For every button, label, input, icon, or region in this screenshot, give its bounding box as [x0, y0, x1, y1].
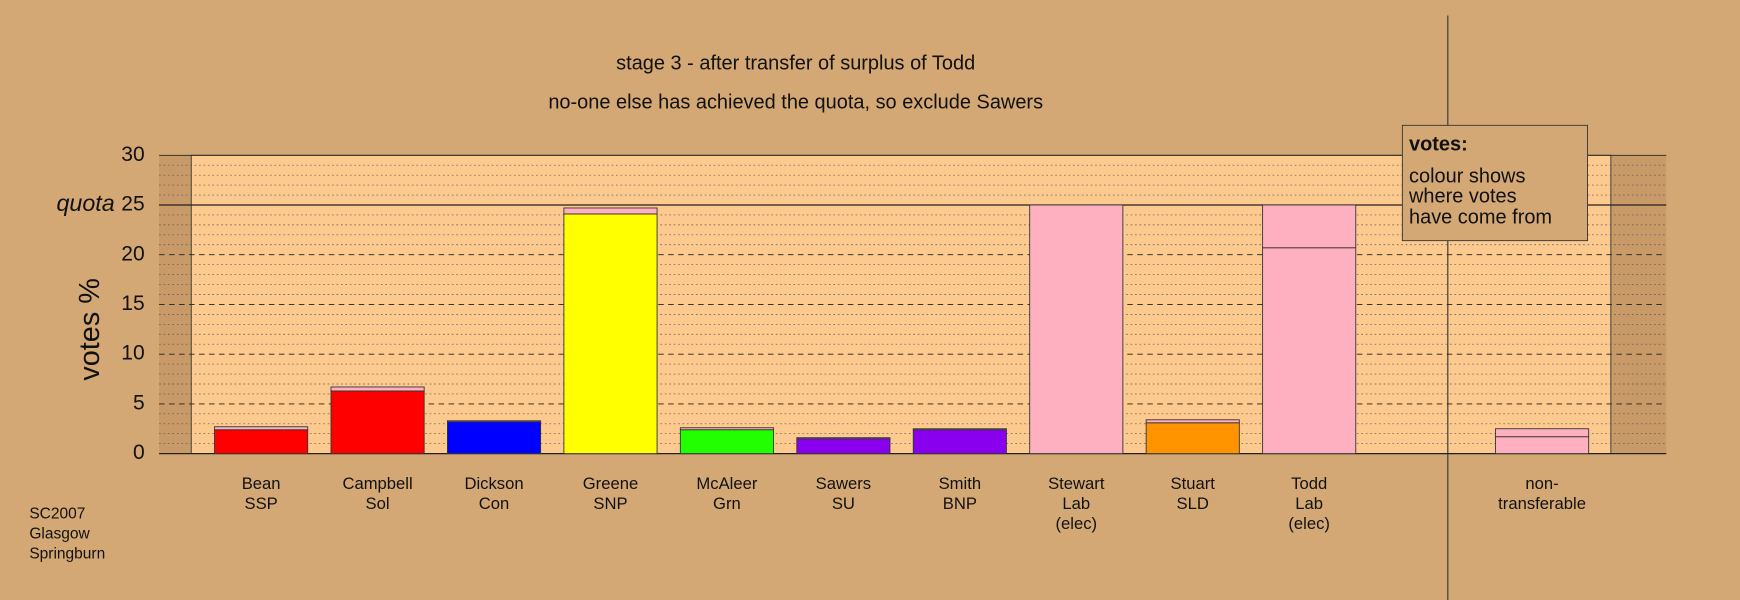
bar-segment	[330, 386, 425, 392]
bar-segment	[563, 213, 658, 455]
y-tick-label: 5	[133, 391, 145, 414]
chart-title: stage 3 - after transfer of surplus of T…	[616, 53, 975, 75]
x-tick-label: SU	[832, 494, 855, 513]
x-tick-label: Lab	[1295, 494, 1323, 513]
bar-segment	[563, 207, 658, 215]
bars	[214, 204, 1590, 455]
bar-segment	[1029, 204, 1124, 455]
x-tick-label: Smith	[939, 474, 981, 493]
bar-segment	[1262, 204, 1357, 249]
y-tick-label: 10	[121, 342, 144, 365]
y-tick-label: 0	[133, 441, 145, 464]
legend-title: votes:	[1409, 134, 1468, 156]
x-tick-label: Campbell	[342, 474, 412, 493]
bar-segment	[679, 427, 774, 431]
x-tick-label: Sol	[366, 494, 390, 513]
bar-segment	[1495, 436, 1590, 455]
y-axis-label: votes %	[74, 278, 106, 381]
y-tick-label: 25	[121, 193, 144, 216]
x-tick-label: Lab	[1062, 494, 1090, 513]
x-tick-label: non-	[1525, 474, 1558, 493]
footnote: Springburn	[29, 546, 105, 563]
x-tick-label: SSP	[244, 494, 277, 513]
bar-segment	[796, 437, 891, 440]
x-tick-label: Grn	[713, 494, 741, 513]
bar-segment	[214, 426, 309, 431]
x-tick-label: Con	[479, 494, 509, 513]
x-tick-label: transferable	[1498, 494, 1586, 513]
x-tick-label: Todd	[1291, 474, 1327, 493]
bar-segment	[679, 429, 774, 455]
x-tick-label: SNP	[593, 494, 627, 513]
x-tick-label: Stewart	[1048, 474, 1105, 493]
footnote: Glasgow	[29, 526, 90, 543]
chart-subtitle: no-one else has achieved the quota, so e…	[548, 91, 1043, 113]
x-tick-label: (elec)	[1055, 514, 1097, 533]
bar-segment	[912, 429, 1007, 455]
legend-text: where votes	[1408, 186, 1517, 208]
x-tick-label: Bean	[242, 474, 281, 493]
legend-text: colour shows	[1409, 166, 1525, 188]
bar-segment	[1262, 247, 1357, 455]
y-tick-label: 30	[121, 143, 144, 166]
bar-segment	[330, 390, 425, 455]
bar-segment	[1145, 422, 1240, 455]
legend-box	[1401, 124, 1589, 242]
x-tick-label: SLD	[1177, 494, 1209, 513]
bar-segment	[1145, 419, 1240, 424]
bar-segment	[912, 428, 1007, 431]
footnote: SC2007	[29, 506, 85, 523]
quota-label: quota	[56, 190, 114, 216]
legend-text: have come from	[1409, 207, 1552, 229]
x-tick-label: Dickson	[464, 474, 523, 493]
bar-segment	[214, 429, 309, 455]
x-tick-label: (elec)	[1288, 514, 1330, 533]
bar-segment	[447, 420, 542, 423]
x-tick-label: McAleer	[696, 474, 757, 493]
x-tick-label: Stuart	[1171, 474, 1216, 493]
bar-segment	[447, 421, 542, 455]
bar-segment	[1495, 428, 1590, 438]
y-tick-label: 20	[121, 242, 144, 265]
x-tick-label: Sawers	[816, 474, 871, 493]
y-tick-label: 15	[121, 292, 144, 315]
x-tick-label: Greene	[583, 474, 638, 493]
bar-segment	[796, 438, 891, 455]
x-tick-label: BNP	[943, 494, 977, 513]
